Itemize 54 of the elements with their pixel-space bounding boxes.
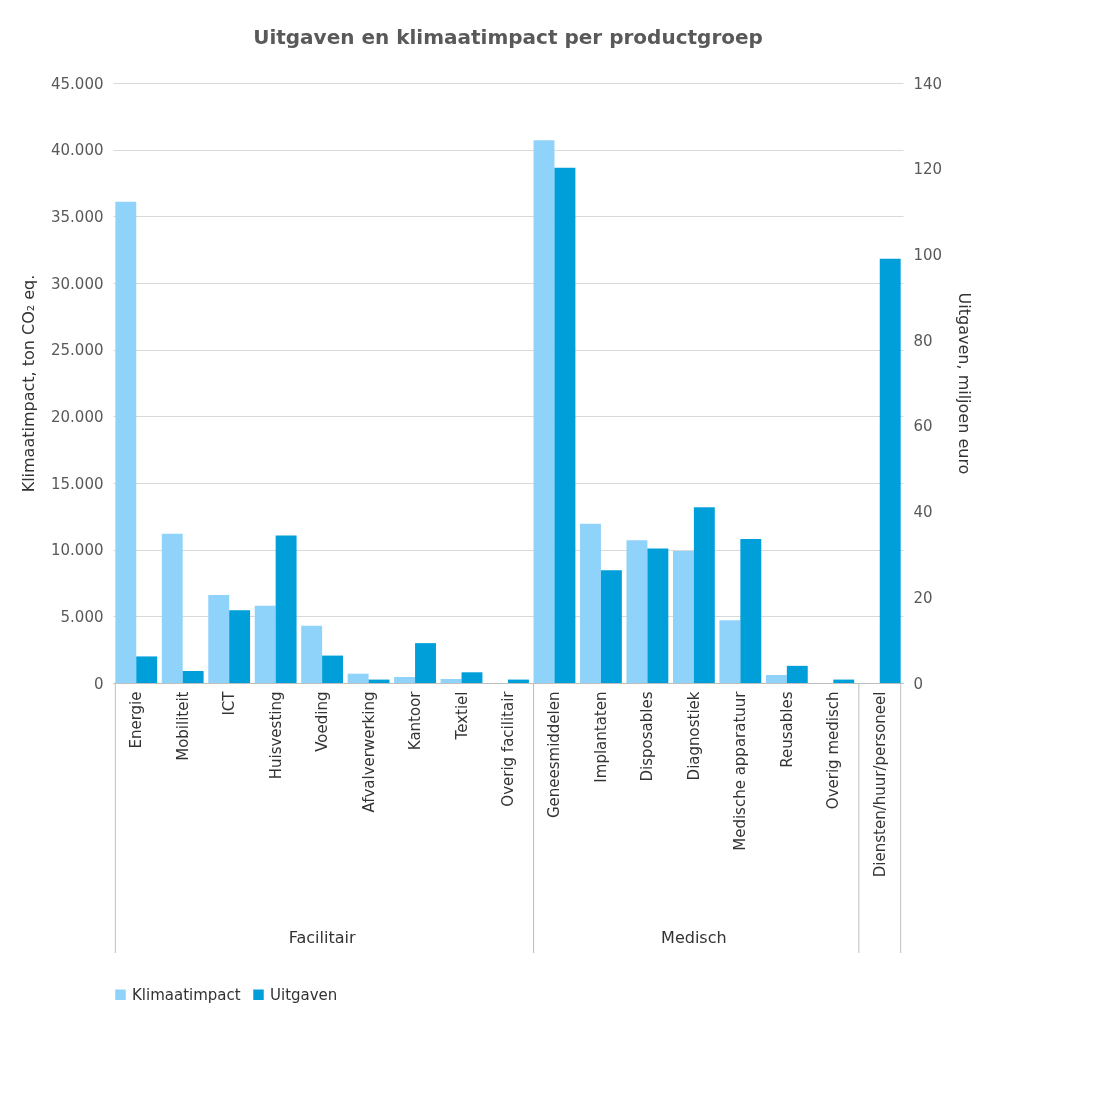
x-tick-label: Afvalverwerking — [359, 691, 378, 813]
y-tick-label: 30.000 — [51, 274, 104, 293]
x-tick-label: Diensten/huur/personeel — [870, 691, 889, 878]
legend-label: Klimaatimpact — [132, 985, 241, 1004]
y-tick-label: 15.000 — [51, 474, 104, 493]
x-tick-label: Medische apparatuur — [731, 690, 750, 851]
y2-tick-label: 140 — [913, 74, 943, 93]
x-tick-label: Overig medisch — [824, 691, 843, 810]
x-tick-label: Diagnostiek — [684, 691, 703, 781]
bar — [394, 677, 416, 683]
bar — [182, 671, 204, 683]
x-tick-label: Reusables — [777, 691, 796, 768]
y-tick-label: 0 — [93, 674, 104, 693]
bar — [115, 201, 137, 683]
x-tick-label: Kantoor — [406, 690, 425, 751]
y2-tick-label: 100 — [913, 245, 943, 264]
bar — [347, 673, 369, 683]
bar — [301, 625, 323, 683]
x-tick-label: Overig facilitair — [499, 690, 517, 807]
bar — [879, 258, 901, 683]
y-tick-label: 45.000 — [51, 74, 104, 93]
bar — [415, 643, 436, 683]
x-tick-label: ICT — [220, 690, 239, 716]
y-tick-label: 25.000 — [51, 341, 104, 360]
bar — [740, 539, 762, 683]
x-tick-label: Implantaten — [591, 691, 610, 783]
y-tick-label: 5.000 — [60, 607, 104, 626]
x-tick-label: Energie — [127, 691, 146, 749]
x-tick-label: Disposables — [638, 691, 657, 782]
y2-axis-title: Uitgaven, miljoen euro — [955, 292, 975, 475]
legend-label: Uitgaven — [270, 985, 338, 1004]
x-tick-label: Voeding — [313, 691, 332, 752]
bar — [136, 656, 158, 683]
y2-tick-label: 0 — [913, 674, 924, 693]
x-tick-label: Huisvesting — [266, 691, 285, 780]
y2-tick-label: 120 — [913, 160, 943, 179]
text: Medisch — [661, 928, 727, 947]
y2-tick-label: 60 — [913, 417, 933, 436]
y2-tick-label: 40 — [913, 503, 933, 522]
bar — [161, 533, 183, 683]
text: Facilitair — [288, 928, 356, 947]
y2-tick-label: 80 — [913, 331, 933, 350]
bar — [786, 665, 808, 683]
y-tick-label: 35.000 — [51, 207, 104, 226]
x-tick-label: Textiel — [452, 691, 471, 741]
y-axis-title: Klimaatimpact, ton CO₂ eq. — [19, 274, 39, 493]
y-tick-label: 40.000 — [51, 141, 104, 160]
bar — [461, 672, 483, 683]
x-tick-label: Geneesmiddelen — [545, 691, 564, 819]
y-tick-label: 10.000 — [51, 541, 104, 560]
chart-title: Uitgaven en klimaatimpact per productgroep — [253, 25, 763, 49]
x-tick-label: Mobiliteit — [173, 691, 192, 761]
y-tick-label: 20.000 — [51, 407, 104, 426]
y2-tick-label: 20 — [913, 588, 933, 607]
